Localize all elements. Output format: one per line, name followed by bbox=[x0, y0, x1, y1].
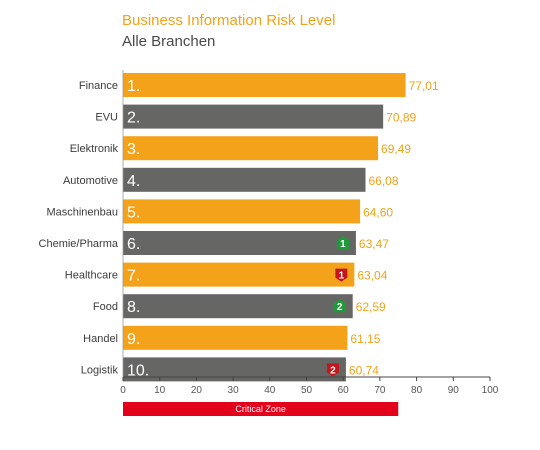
category-label: Food bbox=[93, 301, 118, 313]
rank-change-down-icon bbox=[335, 268, 348, 282]
value-label: 63,47 bbox=[359, 237, 389, 251]
x-tick-label: 0 bbox=[120, 385, 126, 396]
critical-zone-bar bbox=[123, 402, 399, 416]
x-tick-label: 50 bbox=[301, 385, 313, 396]
rank-label: 3. bbox=[127, 141, 140, 158]
rank-label: 7. bbox=[127, 268, 140, 285]
rank-change-label: 1 bbox=[339, 271, 345, 282]
category-label: Finance bbox=[79, 80, 118, 92]
rank-change-up-icon bbox=[336, 236, 349, 249]
bar-9 bbox=[123, 325, 348, 350]
x-tick-label: 80 bbox=[411, 385, 423, 396]
bar-10 bbox=[123, 357, 346, 382]
value-label: 61,15 bbox=[350, 332, 380, 346]
rank-change-down-icon bbox=[326, 363, 339, 377]
bar-7 bbox=[123, 262, 355, 287]
value-label: 70,89 bbox=[386, 111, 416, 125]
critical-zone-label: Critical Zone bbox=[235, 404, 286, 414]
chart-title: Business Information Risk Level bbox=[122, 12, 336, 29]
x-tick-label: 20 bbox=[191, 385, 203, 396]
rank-label: 1. bbox=[127, 78, 140, 95]
category-label: EVU bbox=[95, 112, 118, 124]
category-label: Automotive bbox=[63, 175, 118, 187]
rank-change-up-icon bbox=[333, 299, 346, 313]
rank-label: 8. bbox=[127, 299, 140, 316]
category-label: Elektronik bbox=[70, 143, 119, 155]
category-label: Healthcare bbox=[65, 270, 118, 282]
category-label: Logistik bbox=[81, 364, 119, 376]
rank-label: 9. bbox=[127, 331, 140, 348]
value-label: 69,49 bbox=[381, 142, 411, 156]
bar-8 bbox=[123, 294, 353, 319]
rank-change-label: 2 bbox=[330, 365, 336, 376]
value-label: 63,04 bbox=[357, 269, 387, 283]
category-label: Chemie/Pharma bbox=[39, 238, 119, 250]
bar-1 bbox=[123, 73, 406, 97]
value-label: 64,60 bbox=[363, 205, 393, 219]
x-tick-label: 60 bbox=[338, 385, 350, 396]
x-tick-label: 40 bbox=[264, 385, 276, 396]
rank-label: 4. bbox=[127, 173, 140, 190]
x-tick-label: 70 bbox=[374, 385, 386, 396]
category-label: Handel bbox=[83, 333, 118, 345]
x-tick-label: 30 bbox=[228, 385, 240, 396]
value-label: 66,08 bbox=[369, 174, 399, 188]
rank-change-label: 1 bbox=[340, 239, 346, 250]
rank-change-label: 2 bbox=[337, 302, 343, 313]
bar-2 bbox=[123, 104, 384, 129]
bar-5 bbox=[123, 199, 361, 224]
x-tick-label: 100 bbox=[482, 385, 499, 396]
rank-label: 6. bbox=[127, 236, 140, 253]
rank-label: 2. bbox=[127, 110, 140, 127]
bar-6 bbox=[123, 231, 356, 255]
x-tick-label: 90 bbox=[448, 385, 460, 396]
rank-label: 5. bbox=[127, 204, 140, 221]
chart-subtitle: Alle Branchen bbox=[122, 33, 216, 50]
x-tick-label: 10 bbox=[154, 385, 166, 396]
value-label: 62,59 bbox=[356, 300, 386, 314]
value-label: 77,01 bbox=[409, 79, 439, 93]
value-label: 60,74 bbox=[349, 363, 379, 377]
category-label: Maschinenbau bbox=[46, 206, 118, 218]
bar-3 bbox=[123, 136, 379, 161]
bar-4 bbox=[123, 167, 366, 192]
rank-label: 10. bbox=[127, 362, 149, 379]
